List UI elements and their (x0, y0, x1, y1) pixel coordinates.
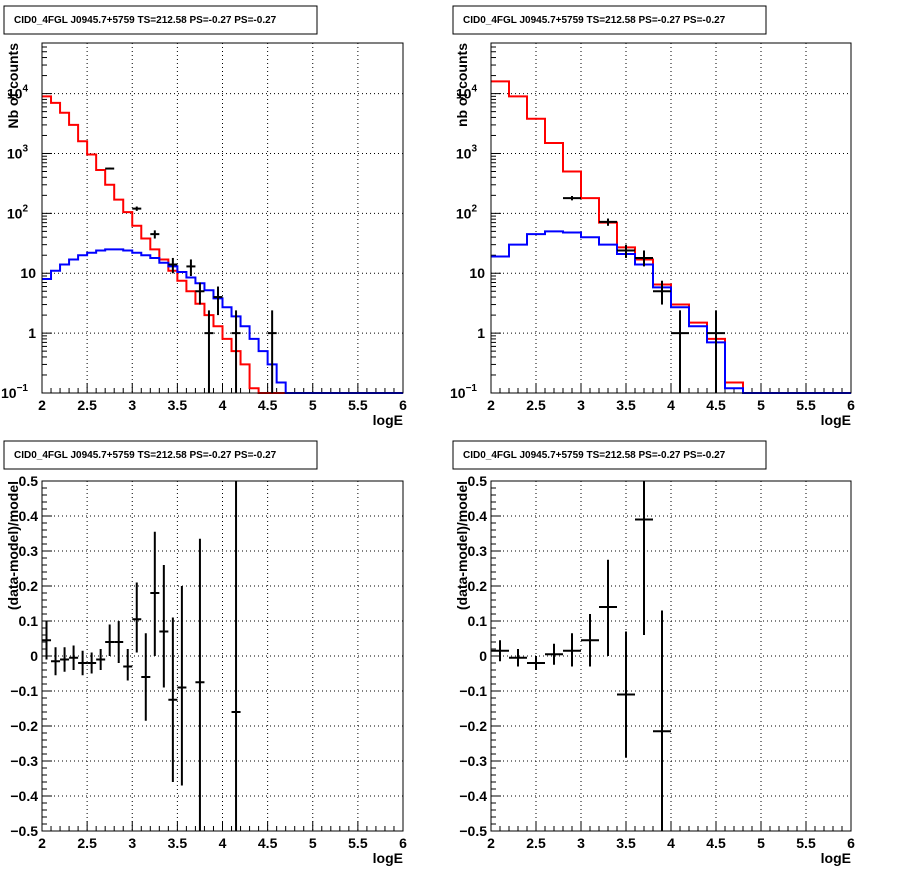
series-line (42, 95, 403, 394)
y-axis-title: Nb of counts (5, 43, 21, 129)
y-tick-label: 0.5 (468, 473, 488, 489)
x-tick-label: 4 (219, 835, 227, 851)
y-tick-label: 0.5 (19, 473, 39, 489)
y-tick-label: 1 (28, 325, 36, 341)
y-tick-label: 102 (456, 203, 478, 221)
x-tick-label: 5.5 (348, 835, 368, 851)
plot-frame (490, 480, 852, 832)
y-axis-title: nb of counts (454, 43, 470, 127)
y-tick-label: 0.2 (468, 578, 488, 594)
y-tick-label: −0.3 (459, 753, 487, 769)
x-tick-label: 2.5 (526, 397, 546, 413)
y-tick-label: −0.1 (10, 683, 38, 699)
y-tick-label: −0.4 (10, 788, 38, 804)
x-tick-label: 4 (667, 835, 675, 851)
y-tick-label: 103 (456, 143, 478, 161)
x-tick-label: 2.5 (77, 397, 97, 413)
x-tick-label: 4.5 (258, 397, 278, 413)
x-tick-label: 3.5 (616, 835, 636, 851)
y-tick-label: 10−1 (450, 383, 477, 401)
x-axis-title: logE (821, 412, 851, 428)
y-tick-label: −0.5 (10, 823, 38, 839)
y-tick-label: 0.2 (19, 578, 39, 594)
x-tick-label: 4.5 (258, 835, 278, 851)
chart-title-box (3, 5, 318, 35)
x-tick-label: 3.5 (168, 835, 188, 851)
y-tick-label: 1 (477, 325, 485, 341)
chart-title-box (452, 440, 767, 470)
chart-title: CID0_4FGL J0945.7+5759 TS=212.58 PS=-0.2… (14, 450, 277, 461)
x-axis-title: logE (373, 850, 403, 866)
y-tick-label: −0.4 (459, 788, 487, 804)
y-tick-label: 102 (7, 203, 29, 221)
y-tick-label: 10−1 (1, 383, 28, 401)
y-tick-label: 0.3 (468, 543, 488, 559)
x-tick-label: 6 (847, 397, 855, 413)
x-tick-label: 4 (219, 397, 227, 413)
plot-frame (41, 480, 404, 832)
x-tick-label: 5 (309, 835, 317, 851)
y-tick-label: 104 (456, 84, 478, 102)
y-tick-label: 0.4 (19, 508, 39, 524)
y-axis-title: (data-model)/model (5, 481, 21, 610)
y-tick-label: 0 (30, 648, 38, 664)
x-tick-label: 4.5 (706, 397, 726, 413)
chart-title: CID0_4FGL J0945.7+5759 TS=212.58 PS=-0.2… (463, 15, 726, 26)
y-axis-title: (data-model)/model (454, 481, 470, 610)
x-tick-label: 3 (577, 835, 585, 851)
y-tick-label: −0.3 (10, 753, 38, 769)
x-tick-label: 3 (128, 835, 136, 851)
x-tick-label: 3.5 (616, 397, 636, 413)
chart-title-box (452, 5, 767, 35)
x-tick-label: 6 (399, 835, 407, 851)
x-tick-label: 5 (309, 397, 317, 413)
y-tick-label: 10 (20, 265, 36, 281)
y-tick-label: −0.1 (459, 683, 487, 699)
y-tick-label: 103 (7, 143, 29, 161)
y-tick-label: 10 (469, 265, 485, 281)
y-tick-label: −0.2 (10, 718, 38, 734)
x-tick-label: 5.5 (348, 397, 368, 413)
x-tick-label: 2 (487, 397, 495, 413)
x-tick-label: 2 (38, 397, 46, 413)
x-tick-label: 2.5 (526, 835, 546, 851)
y-tick-label: 0 (479, 648, 487, 664)
x-axis-title: logE (373, 412, 403, 428)
y-tick-label: 104 (7, 84, 29, 102)
x-tick-label: 3 (577, 397, 585, 413)
x-tick-label: 6 (847, 835, 855, 851)
y-tick-label: −0.2 (459, 718, 487, 734)
x-tick-label: 5.5 (796, 397, 816, 413)
plot-frame (41, 42, 404, 394)
x-tick-label: 2 (487, 835, 495, 851)
chart-title: CID0_4FGL J0945.7+5759 TS=212.58 PS=-0.2… (14, 15, 277, 26)
x-tick-label: 2 (38, 835, 46, 851)
series-line (491, 80, 851, 394)
plot-frame (490, 42, 852, 394)
y-tick-label: 0.1 (19, 613, 39, 629)
x-tick-label: 5 (757, 397, 765, 413)
x-tick-label: 2.5 (77, 835, 97, 851)
x-tick-label: 5.5 (796, 835, 816, 851)
x-axis-title: logE (821, 850, 851, 866)
y-tick-label: −0.5 (459, 823, 487, 839)
x-tick-label: 3 (128, 397, 136, 413)
y-tick-label: 0.4 (468, 508, 488, 524)
chart-title-box (3, 440, 318, 470)
y-tick-label: 0.3 (19, 543, 39, 559)
chart-title: CID0_4FGL J0945.7+5759 TS=212.58 PS=-0.2… (463, 450, 726, 461)
x-tick-label: 3.5 (168, 397, 188, 413)
x-tick-label: 4.5 (706, 835, 726, 851)
x-tick-label: 4 (667, 397, 675, 413)
x-tick-label: 5 (757, 835, 765, 851)
y-tick-label: 0.1 (468, 613, 488, 629)
x-tick-label: 6 (399, 397, 407, 413)
